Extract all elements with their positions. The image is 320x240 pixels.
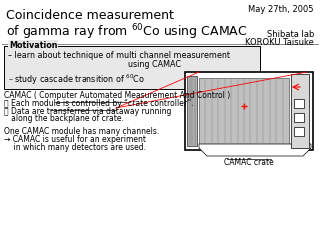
Text: Motivation: Motivation <box>9 41 58 50</box>
Polygon shape <box>199 144 311 156</box>
Bar <box>4 46 260 89</box>
Bar <box>291 74 309 148</box>
Bar <box>294 113 304 122</box>
Text: CAMAC ( Computer Automated Measurement And Control ): CAMAC ( Computer Automated Measurement A… <box>4 91 230 100</box>
Text: KOROKU Taisuke: KOROKU Taisuke <box>245 38 314 47</box>
Text: in which many detectors are used.: in which many detectors are used. <box>4 143 146 152</box>
Text: Coincidence measurement: Coincidence measurement <box>6 9 174 22</box>
Text: of gamma ray from $^{60}$Co using CAMAC: of gamma ray from $^{60}$Co using CAMAC <box>6 22 248 42</box>
Text: along the backplane of crate.: along the backplane of crate. <box>4 114 124 123</box>
Text: May 27th, 2005: May 27th, 2005 <box>249 5 314 14</box>
Text: using CAMAC: using CAMAC <box>8 60 181 69</box>
Text: → CAMAC is useful for an experiment: → CAMAC is useful for an experiment <box>4 135 146 144</box>
Bar <box>187 76 197 146</box>
Text: ・ Data are transferred via dataway running: ・ Data are transferred via dataway runni… <box>4 107 172 116</box>
Bar <box>294 127 304 136</box>
Text: One CAMAC module has many channels.: One CAMAC module has many channels. <box>4 127 159 136</box>
Text: CAMAC crate: CAMAC crate <box>224 158 274 167</box>
Text: ・ Each module is controlled by “crate controller”.: ・ Each module is controlled by “crate co… <box>4 99 194 108</box>
Text: – study cascade transition of $^{60}$Co: – study cascade transition of $^{60}$Co <box>8 73 145 87</box>
Text: Shibata lab: Shibata lab <box>267 30 314 39</box>
Bar <box>199 78 289 144</box>
Text: – learn about technique of multi channel measurement: – learn about technique of multi channel… <box>8 51 230 60</box>
Bar <box>294 99 304 108</box>
Bar <box>185 72 313 150</box>
